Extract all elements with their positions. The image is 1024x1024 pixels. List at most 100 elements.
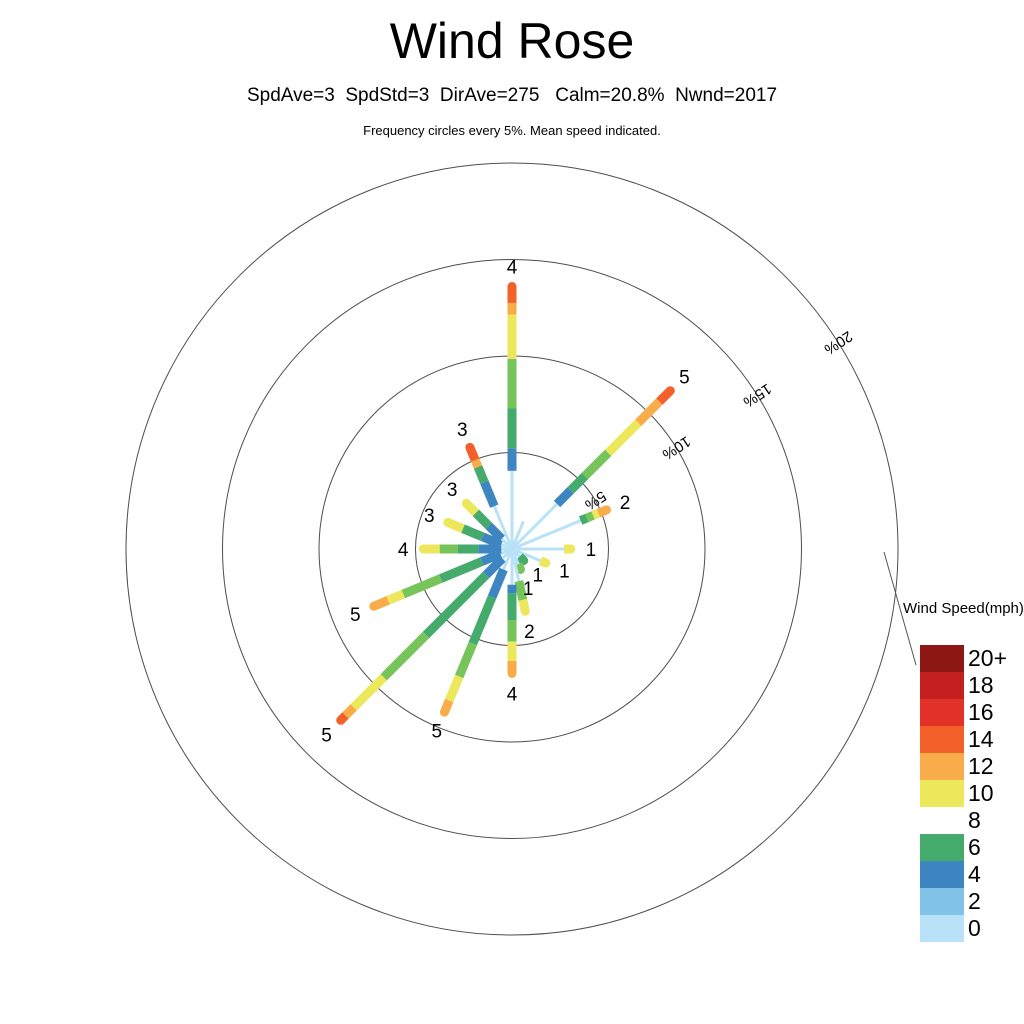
legend-swatch <box>920 915 964 942</box>
legend-swatches <box>920 645 964 942</box>
petal-segment <box>470 458 483 469</box>
petal-segment <box>480 480 499 508</box>
petal-tip <box>520 606 530 616</box>
mean-speed-label: 3 <box>457 420 468 441</box>
petal-segment <box>468 595 497 646</box>
legend-swatch <box>920 861 964 888</box>
legend-label: 20+ <box>968 645 1008 671</box>
ring-label: 10% <box>659 432 693 463</box>
petal-segment <box>380 631 430 681</box>
petal-segment <box>485 522 505 542</box>
petal-segment <box>511 519 582 551</box>
legend-swatch <box>920 834 964 861</box>
legend-leader-line <box>883 551 917 666</box>
petal-tip <box>507 282 517 292</box>
legend-label: 14 <box>968 726 994 752</box>
legend-label: 0 <box>968 915 981 941</box>
petal-segment <box>514 580 528 601</box>
legend-labels: 20+ 18 16 14 12 10 8 6 4 2 0 <box>968 645 1024 942</box>
petal-segment <box>386 589 405 605</box>
petal-segment <box>591 509 601 520</box>
mean-speed-label: 3 <box>447 480 458 501</box>
petal-segment <box>511 547 542 563</box>
ring-labels: 5%10%15%20% <box>582 327 856 513</box>
petal-segment <box>455 641 478 679</box>
petal-segment <box>472 509 492 529</box>
page-title: Wind Rose <box>389 13 635 69</box>
petal-tip <box>665 386 675 396</box>
petal-tip <box>369 601 379 611</box>
mean-speed-label: 1 <box>559 562 570 583</box>
petal-segment <box>553 487 574 508</box>
petal-segment <box>510 520 525 550</box>
legend-title: Wind Speed(mph) <box>903 600 1024 617</box>
mean-speed-label: 1 <box>532 566 543 587</box>
mean-speed-label: 4 <box>507 684 518 705</box>
petal-segment <box>635 398 663 426</box>
petal-tip <box>465 442 475 452</box>
petal-tip <box>443 517 453 527</box>
petal-tip <box>418 544 428 554</box>
legend-swatch <box>920 780 964 807</box>
petal-segment <box>581 449 612 480</box>
legend-swatch <box>920 726 964 753</box>
legend-label: 18 <box>968 672 994 698</box>
petal-segment <box>479 549 503 566</box>
legend-swatch <box>920 645 964 672</box>
chart-note: Frequency circles every 5%. Mean speed i… <box>363 123 661 138</box>
petal-tip <box>336 715 346 725</box>
legend-swatch <box>920 807 964 834</box>
mean-speed-label: 2 <box>620 493 631 514</box>
petal-segment <box>480 532 504 549</box>
petal-segment <box>461 524 485 541</box>
petal-segment <box>482 555 506 579</box>
petal-segment <box>473 465 489 484</box>
petal-segment <box>510 502 559 551</box>
legend-label: 12 <box>968 753 994 779</box>
petal-segment <box>445 674 464 703</box>
legend-swatch <box>920 888 964 915</box>
mean-speed-label: 5 <box>350 605 361 626</box>
petal-segment <box>585 511 595 523</box>
petal-segment <box>567 472 589 494</box>
petal-segment <box>438 557 484 583</box>
mean-speed-label: 5 <box>431 722 442 743</box>
petal-segment <box>422 571 490 639</box>
mean-speed-label: 4 <box>398 540 409 561</box>
petal-tip <box>461 498 471 508</box>
petal-tip <box>507 668 517 678</box>
petal-segment <box>492 505 514 550</box>
frequency-ring <box>222 259 802 839</box>
frequency-ring <box>125 162 899 936</box>
legend-label: 8 <box>968 807 981 833</box>
mean-speed-label: 2 <box>524 622 535 643</box>
legend-label: 6 <box>968 834 981 860</box>
legend-label: 2 <box>968 888 981 914</box>
mean-speed-label: 1 <box>586 540 597 561</box>
ring-label: 15% <box>740 380 774 411</box>
mean-speed-label: 4 <box>507 258 518 279</box>
legend-label: 16 <box>968 699 994 725</box>
legend-swatch <box>920 753 964 780</box>
mean-speed-label: 1 <box>523 579 534 600</box>
ring-label: 20% <box>821 327 855 358</box>
petal-tip <box>541 558 551 568</box>
petal-segment <box>350 674 387 711</box>
mean-speed-label: 5 <box>679 368 690 389</box>
summary-stats: SpdAve=3 SpdStd=3 DirAve=275 Calm=20.8% … <box>246 85 778 106</box>
petal-tip <box>602 505 612 515</box>
petal-segment <box>578 513 589 525</box>
petal-segment <box>487 567 508 599</box>
petal-tip <box>519 556 529 566</box>
leader-line-path <box>883 551 917 666</box>
petal-segment <box>401 574 443 599</box>
legend-label: 10 <box>968 780 994 806</box>
mean-speed-label: 5 <box>321 725 332 746</box>
petal-tip <box>566 544 576 554</box>
mean-speed-label: 3 <box>424 506 435 527</box>
legend-label: 4 <box>968 861 981 887</box>
petal-segment <box>605 419 642 456</box>
